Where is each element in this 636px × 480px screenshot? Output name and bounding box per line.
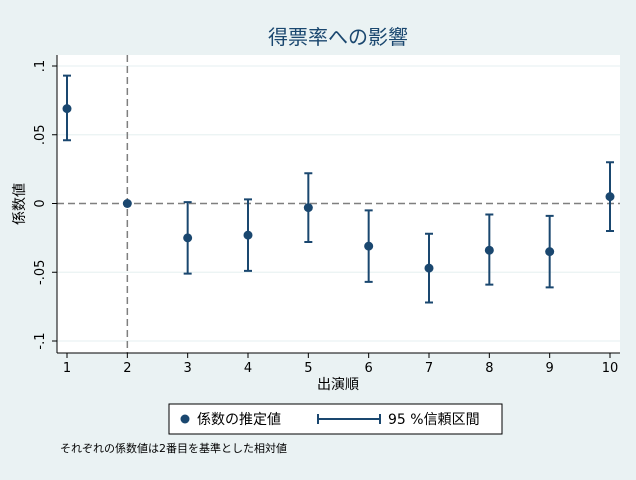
x-tick-label-9: 10 (602, 361, 619, 376)
y-tick-label-2: 0 (33, 199, 48, 207)
estimate-point-4 (243, 230, 253, 240)
x-tick-label-3: 4 (244, 361, 252, 376)
estimate-point-6 (364, 241, 374, 251)
axes: .1 .05 0 -.05 -.1 1 2 3 4 5 6 7 8 9 10 (33, 55, 620, 376)
x-tick-label-0: 1 (63, 361, 71, 376)
y-axis-title: 係数値 (12, 183, 28, 225)
gridlines (57, 65, 620, 342)
legend: 係数の推定値 95 %信頼区間 (168, 403, 503, 435)
chart-title: 得票率への影響 (268, 25, 408, 49)
x-tick-label-7: 8 (485, 361, 493, 376)
legend-label-estimate: 係数の推定値 (197, 412, 281, 428)
x-tick-label-6: 7 (425, 361, 433, 376)
x-tick-label-4: 5 (304, 361, 312, 376)
estimate-point-2 (122, 199, 132, 208)
legend-label-ci: 95 %信頼区間 (388, 412, 480, 428)
estimate-point-3 (183, 233, 193, 243)
x-axis-title: 出演順 (317, 377, 359, 393)
estimate-point-7 (424, 263, 434, 273)
y-tick-label-4: -.1 (33, 332, 48, 349)
y-tick-label-1: .05 (33, 124, 48, 145)
y-tick-label-0: .1 (33, 60, 48, 72)
chart-note: それぞれの係数値は2番目を基準とした相対値 (60, 441, 287, 455)
estimate-point-1 (62, 104, 72, 114)
data-marks (62, 74, 615, 304)
estimate-point-5 (303, 203, 313, 213)
x-tick-label-5: 6 (365, 361, 373, 376)
estimate-point-10 (605, 192, 615, 202)
legend-marker-estimate (180, 414, 190, 424)
estimate-point-8 (484, 245, 494, 255)
x-tick-label-8: 9 (546, 361, 554, 376)
y-tick-label-3: -.05 (33, 260, 48, 285)
x-tick-label-2: 3 (184, 361, 192, 376)
x-tick-label-1: 2 (123, 361, 131, 376)
estimate-point-9 (545, 247, 555, 257)
